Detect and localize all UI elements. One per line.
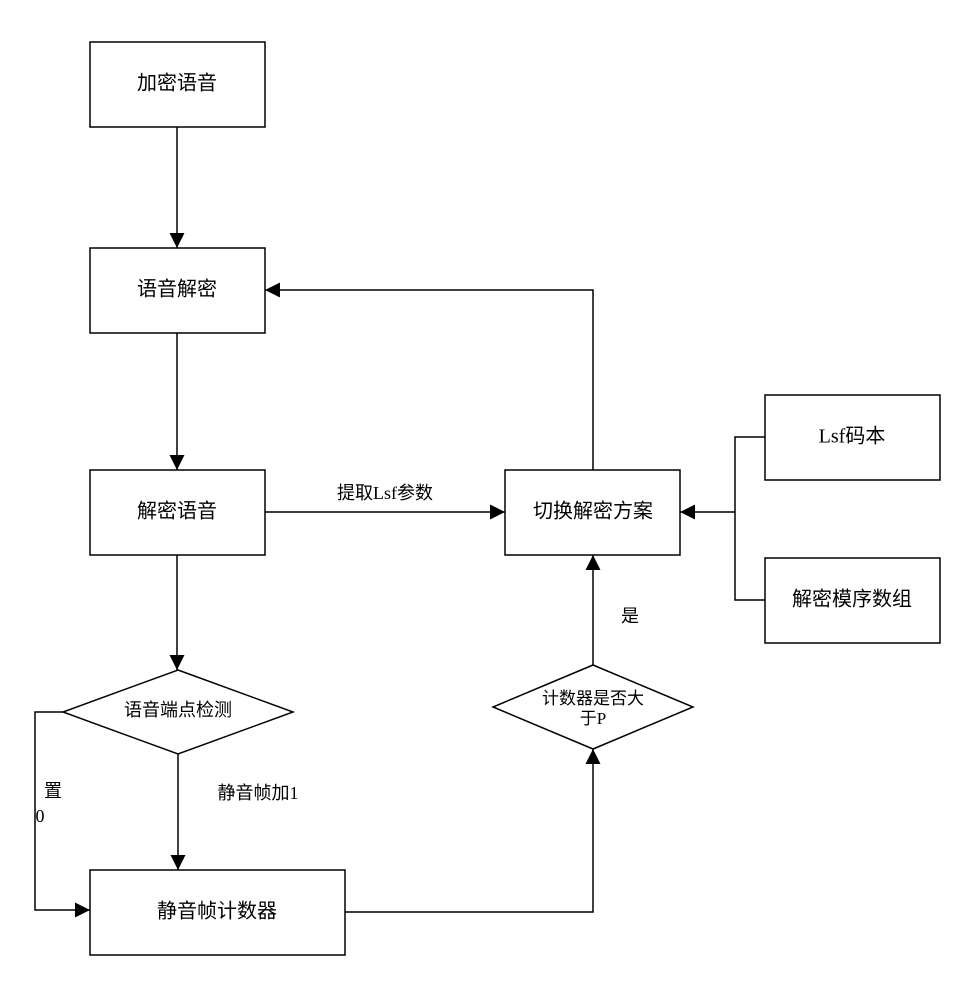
edge-modarray-bracket bbox=[735, 512, 765, 600]
label-endpoint-detect: 语音端点检测 bbox=[124, 700, 232, 720]
label-silence-counter: 静音帧计数器 bbox=[157, 900, 277, 923]
label-voice-decrypt: 语音解密 bbox=[137, 278, 217, 301]
edge-switch-to-decrypt bbox=[265, 290, 593, 470]
label-set-zero-2: 0 bbox=[36, 806, 45, 826]
label-lsf-codebook: Lsf码本 bbox=[819, 425, 886, 448]
label-switch-scheme: 切换解密方案 bbox=[533, 500, 653, 523]
label-extract-lsf: 提取Lsf参数 bbox=[337, 483, 433, 503]
label-counter-gt-p-1: 计数器是否大 bbox=[542, 689, 644, 708]
label-counter-gt-p-2: 于P bbox=[580, 709, 606, 728]
label-decrypted-voice: 解密语音 bbox=[137, 500, 217, 523]
edge-counter-to-decision bbox=[345, 749, 593, 912]
label-yes: 是 bbox=[621, 606, 639, 626]
label-silence-plus1: 静音帧加1 bbox=[218, 783, 299, 803]
label-set-zero-1: 置 bbox=[44, 781, 62, 801]
label-encrypted-voice: 加密语音 bbox=[137, 72, 217, 95]
edge-lsf-bracket bbox=[735, 437, 765, 512]
label-decrypt-mod-array: 解密模序数组 bbox=[792, 588, 912, 611]
